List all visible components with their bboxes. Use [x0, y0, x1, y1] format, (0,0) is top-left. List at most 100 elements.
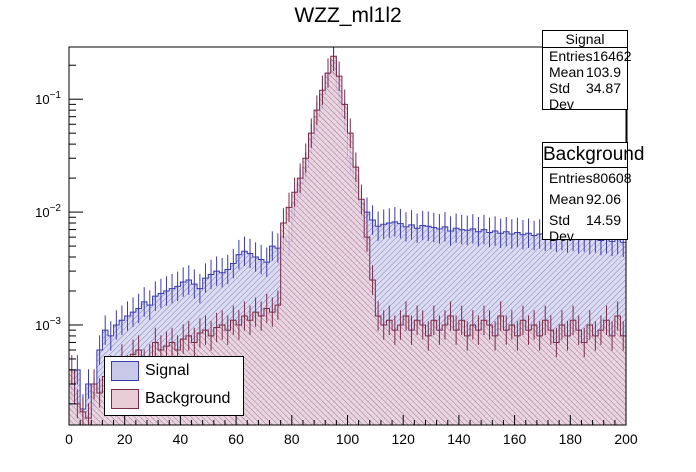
bin-point — [360, 198, 363, 200]
stats-box-background: Background Entries 80608 Mean 92.06 Std … — [542, 142, 644, 244]
bin-point — [483, 319, 485, 321]
bin-point — [371, 219, 374, 221]
bin-point — [327, 72, 329, 74]
bin-point — [561, 324, 563, 326]
bin-point — [143, 301, 145, 303]
bin-point — [282, 222, 285, 224]
chart-title: WZZ_ml1l2 — [294, 4, 402, 27]
stats-row-std: Std Dev 34.87 — [543, 80, 627, 112]
stats-row-entries: Entries 16462 — [543, 48, 632, 64]
bin-point — [589, 324, 591, 326]
bin-point — [377, 225, 379, 227]
bin-point — [438, 329, 441, 331]
bin-point — [238, 254, 240, 256]
stats-value: 16462 — [592, 48, 632, 64]
legend: Signal Background — [104, 356, 244, 416]
bin-point — [388, 319, 390, 321]
bin-point — [527, 329, 530, 331]
stats-label: Std Dev — [549, 80, 574, 112]
bin-point — [171, 288, 173, 290]
bin-point — [321, 89, 324, 91]
bin-point — [204, 277, 207, 279]
bin-point — [99, 392, 101, 394]
x-tick-label: 20 — [117, 431, 133, 447]
bin-point — [494, 230, 496, 232]
bin-point — [444, 226, 446, 228]
bin-point — [104, 329, 106, 331]
bin-point — [355, 166, 357, 168]
bin-point — [249, 319, 251, 321]
bin-point — [399, 324, 402, 326]
bin-point — [383, 223, 385, 225]
bin-point — [82, 411, 84, 413]
bin-point — [533, 234, 535, 237]
legend-label: Signal — [145, 362, 190, 379]
stats-label: Entries — [549, 170, 593, 186]
x-tick-label: 140 — [447, 431, 471, 447]
bin-point — [544, 319, 546, 321]
stats-value: 103.9 — [585, 64, 621, 80]
bin-point — [254, 311, 257, 313]
bin-point — [76, 403, 78, 405]
bin-point — [388, 222, 390, 224]
stats-value: 34.87 — [585, 80, 621, 96]
bin-point — [433, 319, 435, 321]
bin-point — [177, 285, 179, 287]
bin-point — [466, 229, 468, 231]
stats-row-entries: Entries 80608 — [543, 170, 632, 186]
stats-title: Signal — [543, 31, 627, 48]
bin-point — [138, 307, 140, 310]
bin-point — [550, 329, 552, 331]
bin-point — [132, 353, 134, 355]
bin-point — [366, 236, 368, 238]
bin-point — [527, 232, 530, 234]
bin-point — [533, 324, 535, 326]
stats-label: Entries — [549, 48, 593, 64]
bin-point — [349, 132, 351, 134]
bin-point — [449, 315, 452, 317]
bin-point — [622, 335, 624, 337]
bin-point — [494, 335, 496, 337]
bin-point — [611, 240, 613, 242]
bin-point — [165, 345, 168, 347]
bin-point — [594, 335, 596, 337]
stats-label: Std Dev — [549, 212, 574, 244]
bin-point — [121, 319, 123, 321]
bin-point — [182, 281, 184, 283]
y-tick-label: 10−3 — [35, 316, 61, 333]
bin-point — [377, 315, 379, 317]
bin-point — [204, 329, 207, 331]
bin-point — [566, 335, 569, 337]
stats-box-signal: Signal Entries 16462 Mean 103.9 Std Dev … — [542, 30, 632, 112]
bin-point — [461, 319, 463, 321]
bin-point — [511, 324, 513, 326]
bin-point — [611, 335, 613, 337]
stats-label: Mean — [549, 191, 585, 207]
legend-swatch-signal — [111, 361, 139, 381]
legend-swatch-background — [111, 389, 139, 409]
bin-point — [539, 335, 541, 337]
bin-point — [149, 304, 151, 306]
bin-point — [266, 307, 268, 310]
bin-point — [277, 247, 279, 249]
bin-point — [505, 329, 507, 331]
bin-point — [383, 324, 385, 326]
bin-point — [260, 315, 262, 317]
bin-point — [427, 225, 429, 227]
bin-point — [600, 239, 602, 242]
bin-point — [177, 349, 179, 351]
bin-point — [438, 228, 441, 230]
x-tick-label: 100 — [336, 431, 360, 447]
bin-point — [115, 324, 117, 326]
bin-point — [316, 109, 318, 111]
legend-entry-background: Background — [105, 385, 243, 413]
bin-point — [539, 233, 541, 235]
bin-point — [500, 315, 502, 317]
bin-point — [221, 324, 223, 326]
x-tick-label: 60 — [228, 431, 244, 447]
bin-point — [87, 417, 90, 419]
bin-point — [160, 349, 162, 351]
stats-value: 14.59 — [585, 212, 621, 228]
bin-point — [505, 231, 507, 233]
bin-point — [617, 315, 619, 317]
